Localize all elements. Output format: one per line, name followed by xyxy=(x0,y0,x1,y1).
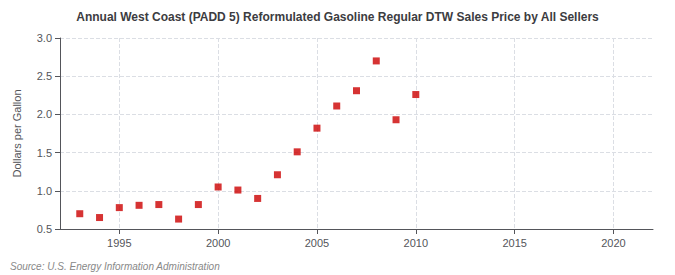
svg-text:1995: 1995 xyxy=(107,237,131,249)
svg-text:2.5: 2.5 xyxy=(37,70,52,82)
svg-text:2005: 2005 xyxy=(305,237,329,249)
svg-text:2000: 2000 xyxy=(206,237,230,249)
svg-text:Annual West Coast (PADD 5) Ref: Annual West Coast (PADD 5) Reformulated … xyxy=(76,10,599,24)
svg-text:2010: 2010 xyxy=(404,237,428,249)
svg-text:2015: 2015 xyxy=(502,237,526,249)
svg-text:Dollars per Gallon: Dollars per Gallon xyxy=(11,89,23,177)
svg-text:0.5: 0.5 xyxy=(37,223,52,235)
svg-text:2020: 2020 xyxy=(601,237,625,249)
svg-text:2.0: 2.0 xyxy=(37,108,52,120)
svg-text:1.5: 1.5 xyxy=(37,147,52,159)
svg-text:1.0: 1.0 xyxy=(37,185,52,197)
svg-text:3.0: 3.0 xyxy=(37,32,52,44)
svg-text:Source: U.S. Energy Informatio: Source: U.S. Energy Information Administ… xyxy=(10,261,220,272)
